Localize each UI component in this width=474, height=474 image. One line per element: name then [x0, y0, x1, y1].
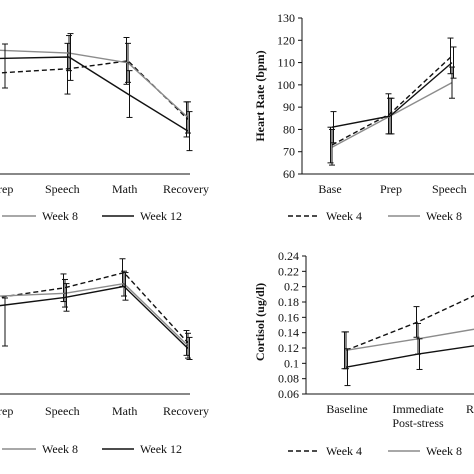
- legend-label: Week 8: [42, 209, 78, 223]
- x-tick-label: Speech: [45, 182, 80, 196]
- y-tick-label: 0.1: [284, 356, 299, 370]
- x-tick-label: Recovery: [163, 404, 209, 418]
- y-tick-label: 0.16: [278, 310, 299, 324]
- x-tick-label: Prep: [380, 182, 402, 196]
- x-tick-label: Post-stress: [392, 416, 444, 430]
- panel-top-right: 60 70 80 90 100 110 120 130 Heart Rate (bpm) Ba…: [253, 11, 474, 223]
- x-tick-label: Base: [318, 182, 341, 196]
- x-tick-label: Speech: [45, 404, 80, 418]
- y-tick-label: 0.18: [278, 295, 299, 309]
- x-tick-label: Immediate: [392, 402, 443, 416]
- series-line-week-8: [345, 328, 474, 351]
- legend-label: Week 12: [140, 209, 182, 223]
- y-tick-label: 0.2: [284, 280, 299, 294]
- legend-label: Week 8: [426, 444, 462, 458]
- y-tick-label: 110: [277, 56, 295, 70]
- y-axis-label: Cortisol (ug/dl): [253, 283, 267, 361]
- y-tick-label: 0.08: [278, 372, 299, 386]
- x-tick-label: rep: [0, 404, 13, 418]
- legend-label: Week 4: [326, 444, 362, 458]
- y-tick-label: 100: [277, 78, 295, 92]
- x-tick-label: Baseline: [326, 402, 367, 416]
- x-tick-label: rep: [0, 182, 13, 196]
- y-tick-label: 120: [277, 33, 295, 47]
- y-tick-label: 0.22: [278, 264, 299, 278]
- x-tick-label: Math: [112, 404, 137, 418]
- y-tick-label: 0.12: [278, 341, 299, 355]
- x-tick-label: Speech: [432, 182, 467, 196]
- y-tick-label: 60: [283, 167, 295, 181]
- legend-label: Week 8: [426, 209, 462, 223]
- y-tick-label: 90: [283, 100, 295, 114]
- series-line-week-4: [345, 294, 474, 351]
- y-tick-label: 0.24: [278, 249, 299, 263]
- y-tick-label: 70: [283, 145, 295, 159]
- legend: Week 4 Week 8: [288, 209, 462, 223]
- series-line-week-12: [345, 345, 474, 368]
- y-tick-label: 0.06: [278, 387, 299, 401]
- y-tick-label: 80: [283, 122, 295, 136]
- y-tick-label: 130: [277, 11, 295, 25]
- legend-label: Week 8: [42, 442, 78, 456]
- x-tick-label: R: [466, 402, 474, 416]
- panel-bottom-right: 0.060.08 0.10.120.14 0.160.180.2 0.220.24 C…: [253, 249, 474, 458]
- legend: Week 8 Week 12: [2, 209, 182, 223]
- y-axis-label: Heart Rate (bpm): [253, 50, 267, 141]
- series-line-week-8: [0, 49, 189, 119]
- series-line-week-8: [0, 282, 189, 347]
- legend-label: Week 4: [326, 209, 362, 223]
- series-line-week-4: [0, 271, 189, 344]
- y-tick-label: 0.14: [278, 326, 299, 340]
- series-line-week-12: [331, 62, 453, 128]
- series-line-week-12: [0, 285, 189, 350]
- series-line-week-12: [0, 56, 189, 132]
- panel-bottom-left: rep Speech Math Recovery Week 8 Week 12: [0, 258, 209, 456]
- x-tick-label: Math: [112, 182, 137, 196]
- legend-label: Week 12: [140, 442, 182, 456]
- series-line-week-4: [0, 60, 189, 120]
- x-tick-label: Recovery: [163, 182, 209, 196]
- legend: Week 4 Week 8: [288, 444, 462, 458]
- panel-top-left: rep Speech Math Recovery Week 8 Week 12: [0, 33, 209, 223]
- legend: Week 8 Week 12: [2, 442, 182, 456]
